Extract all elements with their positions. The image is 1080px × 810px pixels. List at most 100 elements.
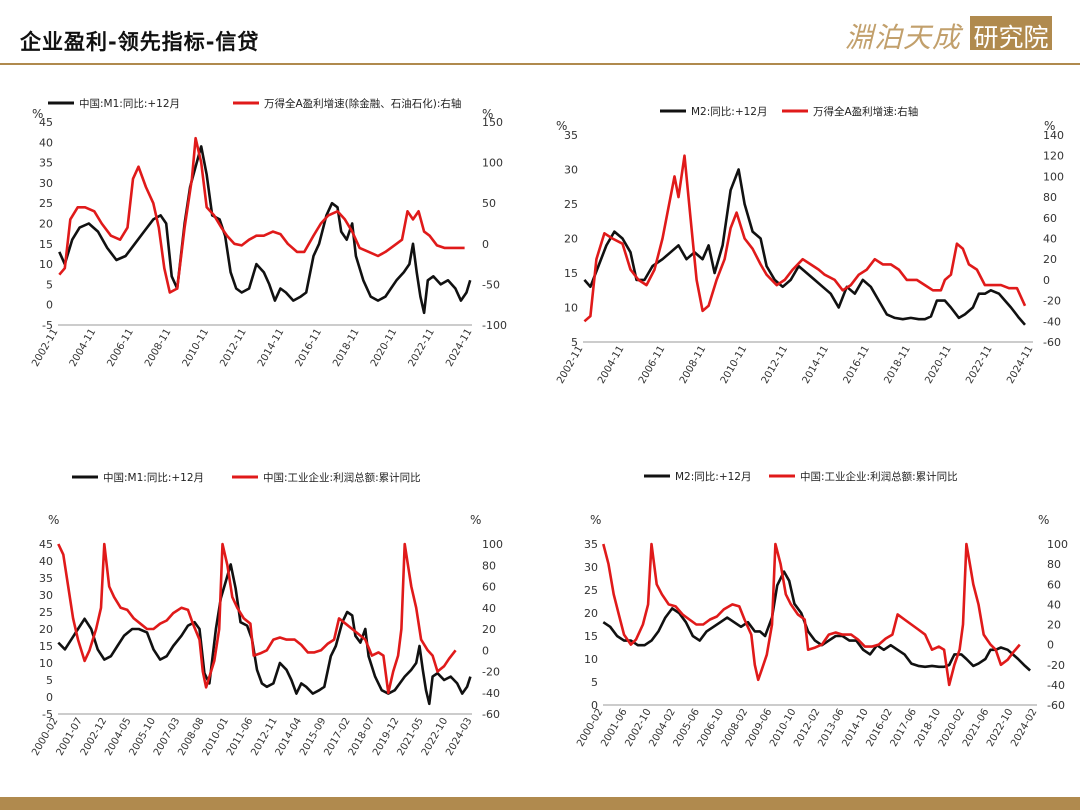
y2-tick-label: 100 [482,157,503,170]
x-tick-label: 2022-11 [964,344,994,386]
y2-tick-label: 20 [1047,619,1061,632]
y-tick-label: 30 [564,164,578,177]
y-tick-label: 20 [39,623,53,636]
y-tick-label: -5 [42,708,53,721]
legend-label: 中国:工业企业:利润总额:累计同比 [800,470,958,483]
y-tick-label: 25 [39,197,53,210]
legend-label: 中国:工业企业:利润总额:累计同比 [263,471,421,484]
y2-tick-label: 80 [482,559,496,572]
y2-tick-label: 40 [482,602,496,615]
y2-tick-label: -40 [482,687,500,700]
y-tick-label: 30 [39,589,53,602]
legend-label: 中国:M1:同比:+12月 [79,97,180,110]
y-tick-label: 10 [564,302,578,315]
logo-badge: 研究院 [970,16,1052,52]
y2-tick-label: 80 [1047,558,1061,571]
x-tick-label: 2016-11 [294,327,324,369]
series-line-black [58,145,472,315]
y2-tick-label: -40 [1043,315,1061,328]
x-tick-label: 2006-11 [105,327,135,369]
y2-tick-label: 60 [1047,578,1061,591]
y2-tick-label: 80 [1043,191,1057,204]
y2-tick-label: -50 [482,278,500,291]
y2-tick-label: -60 [1043,336,1061,349]
x-tick-label: 2008-11 [143,327,173,369]
legend-label: 万得全A盈利增速(除金融、石油石化):右轴 [264,97,461,110]
y-tick-label: 25 [584,584,598,597]
y-tick-label: 15 [39,238,53,251]
x-tick-label: 2010-11 [181,327,211,369]
x-tick-label: 2018-11 [331,327,361,369]
y2-tick-label: 150 [482,116,503,129]
y2-tick-label: -20 [1047,659,1065,672]
y-tick-label: 5 [46,278,53,291]
chart-2: M2:同比:+12月 万得全A盈利增速:右轴% % 5 10 15 20 25 30 35 -60 -… [555,105,1064,386]
y2-tick-label: -60 [482,708,500,721]
right-axis-unit: % [1044,119,1055,133]
y2-tick-label: 50 [482,197,496,210]
y2-tick-label: 0 [482,644,489,657]
left-axis-unit: % [590,513,601,527]
logo-text: 淵泊天成 [845,21,962,54]
x-tick-label: 2024-11 [1005,344,1035,386]
x-tick-label: 2004-11 [68,327,98,369]
y2-tick-label: 120 [1043,150,1064,163]
legend-label: M2:同比:+12月 [675,470,751,483]
y-tick-label: 0 [46,691,53,704]
x-tick-label: 2008-11 [678,344,708,386]
x-tick-label: 2010-11 [719,344,749,386]
x-tick-label: 2002-11 [30,327,60,369]
y-tick-label: 0 [46,299,53,312]
y-tick-label: 35 [39,157,53,170]
right-axis-unit: % [470,513,481,527]
y-tick-label: -5 [42,319,53,332]
y2-tick-label: 0 [1043,274,1050,287]
y-tick-label: 35 [584,538,598,551]
y-tick-label: 35 [39,572,53,585]
x-tick-label: 2014-11 [801,344,831,386]
y2-tick-label: 40 [1047,598,1061,611]
y-tick-label: 40 [39,136,53,149]
y2-tick-label: 0 [1047,639,1054,652]
y2-tick-label: 20 [1043,253,1057,266]
right-axis-unit: % [482,107,493,121]
y-tick-label: 20 [584,607,598,620]
series-line-red [602,542,1021,687]
logo-badge-text: 研究院 [973,23,1049,52]
left-axis-unit: % [32,107,43,121]
y2-tick-label: -20 [1043,295,1061,308]
y2-tick-label: 0 [482,238,489,251]
x-tick-label: 2020-11 [369,327,399,369]
y2-tick-label: -60 [1047,699,1065,712]
x-tick-label: 2004-11 [596,344,626,386]
header-divider [0,63,1080,65]
chart-1: 中国:M1:同比:+12月 万得全A盈利增速(除金融、石油石化):右轴% %-505… [30,97,507,369]
series-line-red [583,154,1027,323]
y2-tick-label: 140 [1043,129,1064,142]
chart-3: 中国:M1:同比:+12月 中国:工业企业:利润总额:累计同比% % -5 0 5 10 15… [30,471,503,758]
x-tick-label: 2006-11 [637,344,667,386]
page-title: 企业盈利-领先指标-信贷 [20,30,260,54]
x-tick-label: 2024-11 [444,327,474,369]
right-axis-unit: % [1038,513,1049,527]
left-axis-unit: % [48,513,59,527]
x-tick-label: 2020-11 [923,344,953,386]
y-tick-label: 0 [591,699,598,712]
y-tick-label: 15 [39,640,53,653]
y-tick-label: 20 [39,218,53,231]
y2-tick-label: 60 [1043,212,1057,225]
chart-4: M2:同比:+12月 中国:工业企业:利润总额:累计同比% % 0 5 10 15 20 25 3… [575,470,1068,749]
y-tick-label: 25 [39,606,53,619]
y2-tick-label: -20 [482,666,500,679]
x-tick-label: 2012-11 [760,344,790,386]
y-tick-label: 10 [584,653,598,666]
series-line-red [58,136,465,294]
x-tick-label: 2018-11 [882,344,912,386]
y2-tick-label: 100 [1047,538,1068,551]
y-tick-label: 5 [571,336,578,349]
x-tick-label: 2002-11 [555,344,585,386]
footer-bar [0,797,1080,810]
x-tick-label: 2022-11 [407,327,437,369]
x-tick-label: 2014-11 [256,327,286,369]
y2-tick-label: 40 [1043,233,1057,246]
